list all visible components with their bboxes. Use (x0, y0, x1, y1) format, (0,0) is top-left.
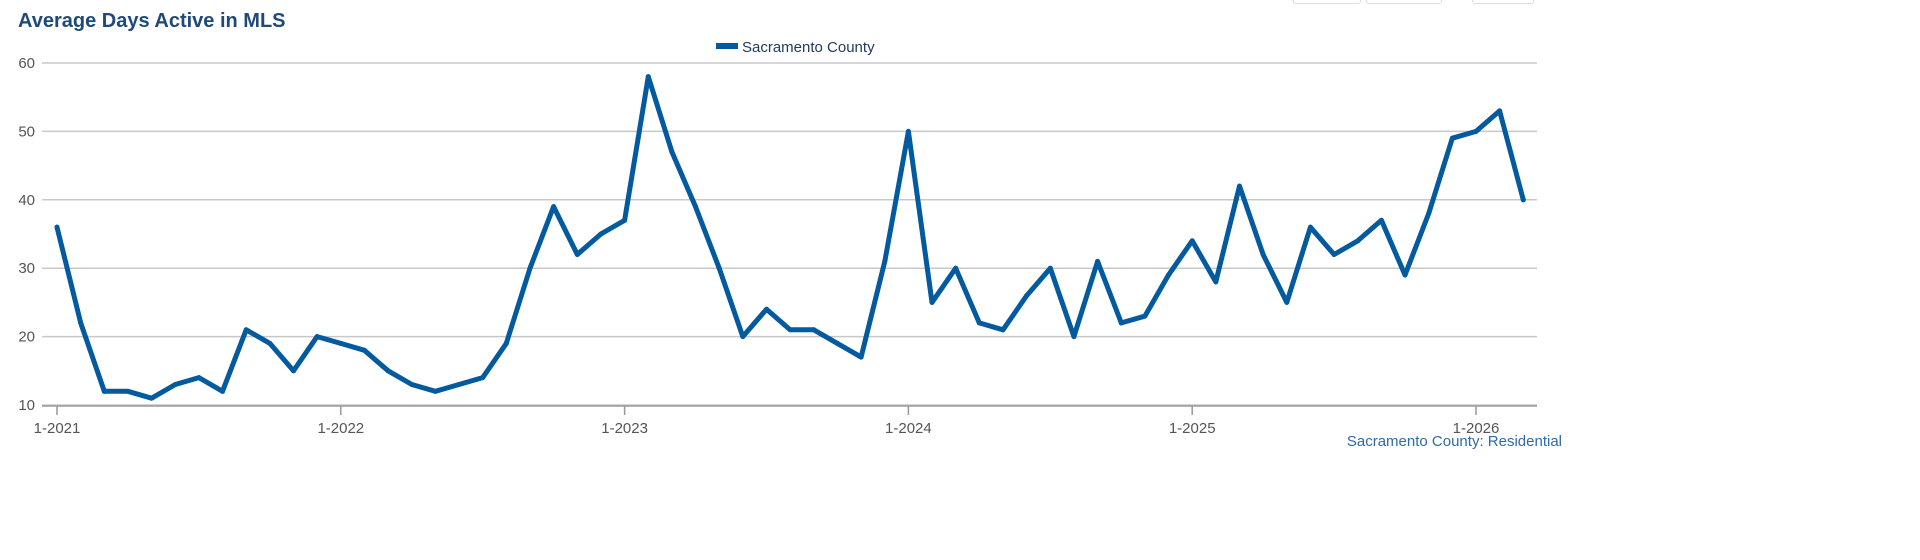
data-point[interactable] (976, 320, 982, 326)
data-point[interactable] (385, 368, 391, 374)
x-tick-label: 1-2024 (885, 420, 932, 437)
data-point[interactable] (361, 347, 367, 353)
data-point[interactable] (1355, 238, 1361, 244)
data-point[interactable] (527, 265, 533, 271)
data-point[interactable] (858, 354, 864, 360)
data-point[interactable] (1047, 265, 1053, 271)
data-point[interactable] (291, 368, 296, 374)
data-point[interactable] (338, 340, 344, 346)
data-point[interactable] (1095, 258, 1101, 264)
data-point[interactable] (1024, 293, 1030, 299)
x-tick-label: 1-2021 (34, 420, 81, 437)
chart-title: Average Days Active in MLS (18, 10, 286, 32)
data-point[interactable] (764, 306, 769, 312)
data-point[interactable] (1213, 279, 1219, 285)
data-point[interactable] (693, 204, 699, 210)
data-point[interactable] (1449, 135, 1455, 141)
data-point[interactable] (622, 217, 628, 223)
data-point[interactable] (1284, 299, 1290, 305)
data-point[interactable] (1402, 272, 1408, 278)
data-point[interactable] (1520, 197, 1526, 203)
source-label: Sacramento County: Residential (1347, 433, 1562, 450)
x-tick-label: 1-2022 (317, 420, 364, 437)
x-tick-label: 1-2026 (1453, 420, 1500, 437)
series-line-sacramento-county (54, 74, 1526, 401)
y-tick-label: 50 (18, 123, 35, 140)
data-point[interactable] (1189, 238, 1195, 244)
data-point[interactable] (740, 334, 746, 340)
data-point[interactable] (220, 388, 226, 394)
data-point[interactable] (1118, 320, 1124, 326)
data-point[interactable] (716, 265, 722, 271)
toolbar-button[interactable] (1293, 0, 1361, 4)
data-point[interactable] (1166, 272, 1172, 278)
legend-swatch (716, 43, 738, 49)
y-tick-label: 20 (18, 329, 35, 346)
data-point[interactable] (503, 340, 509, 346)
data-point[interactable] (149, 395, 155, 401)
data-point[interactable] (1071, 334, 1077, 340)
data-point[interactable] (787, 327, 793, 333)
data-point[interactable] (125, 388, 131, 394)
y-tick-label: 30 (18, 260, 35, 277)
data-point[interactable] (1426, 210, 1432, 216)
data-point[interactable] (267, 340, 273, 346)
data-point[interactable] (929, 299, 935, 305)
data-point[interactable] (409, 381, 415, 387)
data-point[interactable] (905, 128, 911, 134)
data-point[interactable] (54, 224, 60, 230)
data-point[interactable] (1237, 183, 1242, 189)
y-tick-label: 40 (18, 192, 35, 209)
data-point[interactable] (1307, 224, 1313, 230)
data-point[interactable] (574, 252, 580, 258)
y-tick-label: 60 (18, 55, 35, 72)
data-point[interactable] (811, 327, 817, 333)
toolbar-button[interactable] (1366, 0, 1442, 4)
data-point[interactable] (456, 381, 462, 387)
data-point[interactable] (172, 381, 178, 387)
data-point[interactable] (101, 388, 107, 394)
data-point[interactable] (953, 265, 959, 271)
data-point[interactable] (645, 74, 651, 80)
data-point[interactable] (669, 149, 675, 155)
y-tick-label: 10 (18, 397, 35, 414)
data-point[interactable] (1142, 313, 1148, 319)
data-point[interactable] (1260, 252, 1266, 258)
legend-label: Sacramento County (742, 39, 875, 56)
data-point[interactable] (1331, 252, 1337, 258)
data-point[interactable] (196, 375, 202, 381)
toolbar-button[interactable] (1472, 0, 1534, 4)
x-tick-label: 1-2025 (1169, 420, 1216, 437)
data-points (54, 74, 1526, 401)
data-point[interactable] (1378, 217, 1384, 223)
data-point[interactable] (243, 327, 249, 333)
data-point[interactable] (882, 258, 888, 264)
data-point[interactable] (1497, 108, 1503, 114)
data-point[interactable] (78, 320, 84, 326)
data-point[interactable] (432, 388, 438, 394)
data-point[interactable] (480, 375, 486, 381)
data-point[interactable] (598, 231, 604, 237)
data-point[interactable] (314, 334, 320, 340)
data-point[interactable] (1473, 128, 1479, 134)
legend[interactable]: Sacramento County (716, 39, 875, 56)
data-point[interactable] (1000, 327, 1006, 333)
data-point[interactable] (834, 340, 840, 346)
x-tick-label: 1-2023 (601, 420, 648, 437)
data-point[interactable] (551, 204, 557, 210)
